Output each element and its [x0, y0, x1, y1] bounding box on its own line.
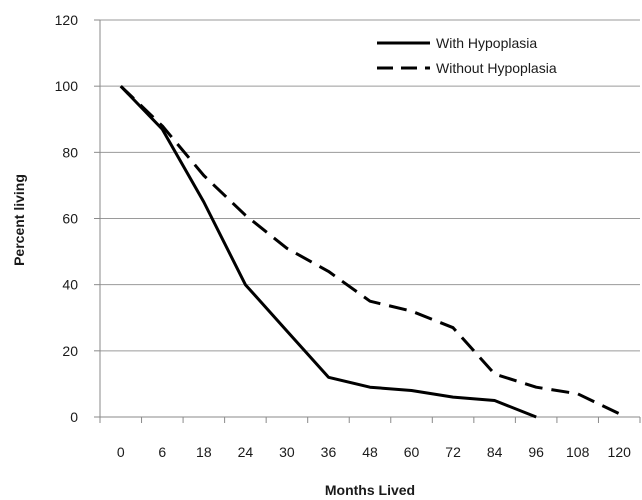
- x-tick-label-6: 6: [158, 444, 166, 460]
- x-tick-labels: 0 6 18 24 30 36 48 60 72 84 96 108 120: [117, 444, 631, 460]
- x-tick-label-84: 84: [487, 444, 503, 460]
- x-tick-label-120: 120: [608, 444, 632, 460]
- y-tick-label-20: 20: [62, 343, 78, 359]
- x-tick-label-96: 96: [528, 444, 544, 460]
- x-tick-label-72: 72: [445, 444, 461, 460]
- x-tick-label-18: 18: [196, 444, 212, 460]
- x-tick-label-24: 24: [238, 444, 254, 460]
- x-tick-label-108: 108: [566, 444, 590, 460]
- legend: With Hypoplasia Without Hypoplasia: [377, 35, 557, 76]
- y-tick-label-0: 0: [70, 409, 78, 425]
- legend-label-with-hypoplasia: With Hypoplasia: [436, 35, 537, 51]
- x-axis-title: Months Lived: [325, 482, 415, 498]
- x-tick-label-48: 48: [362, 444, 378, 460]
- y-axis-title: Percent living: [11, 174, 27, 266]
- x-tick-label-36: 36: [321, 444, 337, 460]
- y-tick-label-60: 60: [62, 211, 78, 227]
- series-line-with-hypoplasia: [119, 85, 537, 419]
- axes: [94, 19, 641, 423]
- y-tick-label-40: 40: [62, 277, 78, 293]
- y-tick-label-120: 120: [55, 12, 79, 28]
- gridlines: [100, 19, 640, 352]
- x-tick-label-30: 30: [279, 444, 295, 460]
- x-tick-label-60: 60: [404, 444, 420, 460]
- y-tick-label-100: 100: [55, 78, 79, 94]
- x-tick-label-0: 0: [117, 444, 125, 460]
- y-tick-label-80: 80: [62, 144, 78, 160]
- series-lines: [119, 85, 620, 419]
- series-line-without-hypoplasia: [119, 85, 620, 416]
- legend-label-without-hypoplasia: Without Hypoplasia: [436, 60, 557, 76]
- y-tick-labels: 0 20 40 60 80 100 120: [55, 12, 79, 425]
